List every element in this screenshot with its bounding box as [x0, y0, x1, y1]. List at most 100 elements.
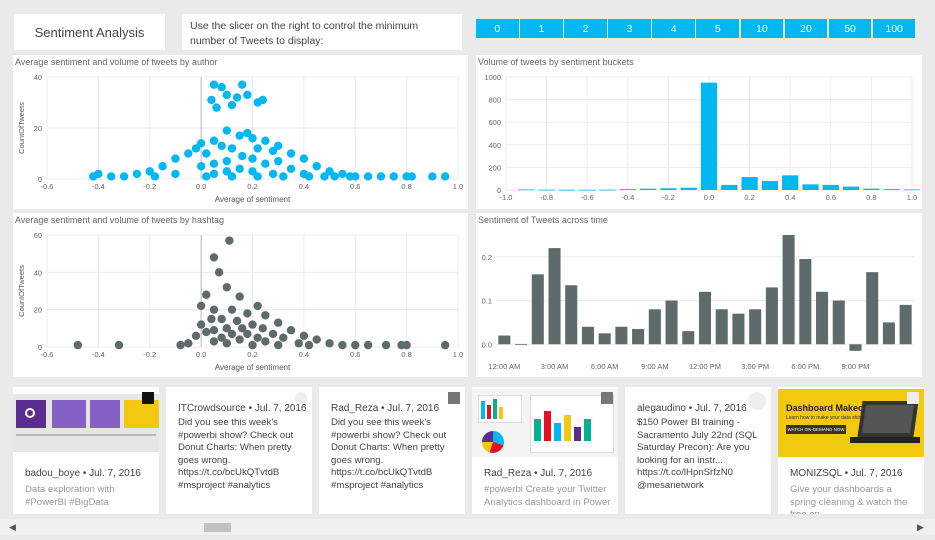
- bar: [581, 326, 594, 345]
- slicer-option-1[interactable]: 1: [520, 19, 563, 38]
- bar: [761, 180, 779, 190]
- bar: [721, 184, 738, 190]
- data-point: [407, 172, 416, 181]
- bar: [639, 188, 657, 190]
- avatar: [748, 392, 766, 410]
- author-scatter-tile[interactable]: Average sentiment and volume of tweets b…: [13, 55, 468, 209]
- data-point: [238, 324, 247, 333]
- tweet-card[interactable]: ITCrowdsource • Jul. 7, 2016 Did you see…: [166, 387, 312, 514]
- data-point: [304, 340, 314, 350]
- slicer-option-2[interactable]: 2: [564, 19, 607, 38]
- data-point: [73, 340, 83, 350]
- bar: [782, 235, 795, 345]
- x-tick-label: 0.2: [247, 182, 257, 191]
- data-point: [222, 126, 232, 135]
- tweet-card[interactable]: Rad_Reza • Jul. 7, 2016 #powerbi Create …: [472, 387, 618, 514]
- y-tick-label: 0.1: [482, 297, 492, 306]
- tweet-text: Did you see this week's #powerbi show? C…: [178, 417, 294, 491]
- y-tick-label: 400: [488, 141, 501, 150]
- data-point: [222, 90, 232, 100]
- data-point: [209, 337, 219, 346]
- data-point: [268, 329, 278, 339]
- tweet-card[interactable]: badou_boye • Jul. 7, 2016 Data explorati…: [13, 387, 159, 514]
- data-point: [286, 326, 296, 335]
- data-point: [294, 339, 303, 348]
- data-point: [222, 167, 232, 176]
- x-tick-label: 1.0: [453, 350, 463, 359]
- slicer-option-0[interactable]: 0: [476, 19, 519, 38]
- data-point: [202, 172, 211, 181]
- y-tick-label: 600: [488, 118, 501, 127]
- chart-title: Average sentiment and volume of tweets b…: [15, 215, 224, 225]
- bar: [515, 344, 528, 346]
- bar: [715, 309, 728, 345]
- x-tick-label: -0.2: [143, 350, 156, 359]
- scroll-right-icon[interactable]: ▶: [917, 522, 924, 532]
- data-point: [196, 162, 206, 171]
- data-point: [227, 172, 237, 181]
- bar: [899, 304, 912, 345]
- data-point: [248, 340, 257, 350]
- data-point: [171, 154, 180, 163]
- tweet-author: ITCrowdsource • Jul. 7, 2016: [178, 403, 307, 414]
- sentiment-time-tile[interactable]: Sentiment of Tweets across time 0.0 0.1 0.…: [476, 213, 922, 377]
- data-point: [351, 340, 360, 350]
- data-point: [248, 167, 257, 176]
- slicer-option-4[interactable]: 4: [652, 19, 695, 38]
- slicer-option-5[interactable]: 5: [696, 19, 740, 38]
- data-point: [243, 309, 252, 318]
- data-point: [261, 337, 270, 346]
- bar: [822, 184, 839, 190]
- data-point: [202, 327, 211, 337]
- data-point: [150, 172, 160, 181]
- data-point: [207, 314, 216, 324]
- tweet-card[interactable]: alegaudino • Jul. 7, 2016 $150 Power BI …: [625, 387, 771, 514]
- tweet-author: Rad_Reza • Jul. 7, 2016: [331, 403, 440, 414]
- data-point: [363, 340, 373, 350]
- bar: [565, 285, 578, 345]
- scroll-left-icon[interactable]: ◀: [9, 522, 16, 532]
- horizontal-scrollbar[interactable]: ◀ ▶: [0, 519, 935, 535]
- data-point: [258, 95, 267, 105]
- x-tick-label: 0.2: [744, 193, 754, 202]
- slicer-option-20[interactable]: 20: [784, 19, 828, 38]
- hashtag-scatter-tile[interactable]: Average sentiment and volume of tweets b…: [13, 213, 468, 377]
- x-tick-label: 0.4: [299, 182, 309, 191]
- image-button: WATCH ON-DEMAND NOW: [786, 425, 846, 434]
- data-point: [145, 167, 154, 176]
- data-point: [243, 90, 252, 100]
- tweet-card[interactable]: Dashboard Makeover: Learn how to make yo…: [778, 387, 924, 514]
- data-point: [202, 149, 211, 158]
- data-point: [227, 144, 237, 153]
- x-tick-label: 6:00 AM: [591, 362, 619, 371]
- x-tick-label: -0.2: [143, 182, 156, 191]
- slicer-option-100[interactable]: 100: [872, 19, 916, 38]
- data-point: [196, 320, 206, 329]
- data-point: [253, 301, 262, 311]
- slicer-option-10[interactable]: 10: [740, 19, 784, 38]
- bar: [665, 300, 678, 345]
- sentiment-buckets-tile[interactable]: Volume of tweets by sentiment buckets -1…: [476, 55, 922, 209]
- avatar: [295, 392, 307, 404]
- x-tick-label: 0.0: [704, 193, 714, 202]
- bar: [682, 331, 695, 345]
- slicer-option-50[interactable]: 50: [828, 19, 872, 38]
- data-point: [196, 139, 206, 148]
- hashtag-scatter-chart: -0.6 -0.4 -0.2 0.0 0.2 0.4 0.6 0.8 1.0 0 20 40 60 Ave…: [17, 231, 463, 372]
- y-tick-label: 0: [38, 175, 42, 184]
- slicer-option-3[interactable]: 3: [608, 19, 651, 38]
- x-tick-label: 3:00 PM: [741, 362, 769, 371]
- x-tick-label: -0.6: [581, 193, 594, 202]
- x-tick-label: 1.0: [453, 182, 463, 191]
- x-tick-label: -0.2: [662, 193, 675, 202]
- bar: [749, 309, 762, 345]
- image-subtitle: Learn how to make your data shine: [786, 415, 865, 421]
- tweet-card[interactable]: Rad_Reza • Jul. 7, 2016 Did you see this…: [319, 387, 465, 514]
- scrollbar-thumb[interactable]: [204, 523, 231, 532]
- x-tick-label: 0.8: [401, 350, 411, 359]
- bar: [660, 188, 677, 190]
- chart-title: Sentiment of Tweets across time: [478, 215, 608, 225]
- bar: [648, 309, 661, 345]
- bar: [579, 189, 596, 191]
- data-point: [273, 340, 283, 350]
